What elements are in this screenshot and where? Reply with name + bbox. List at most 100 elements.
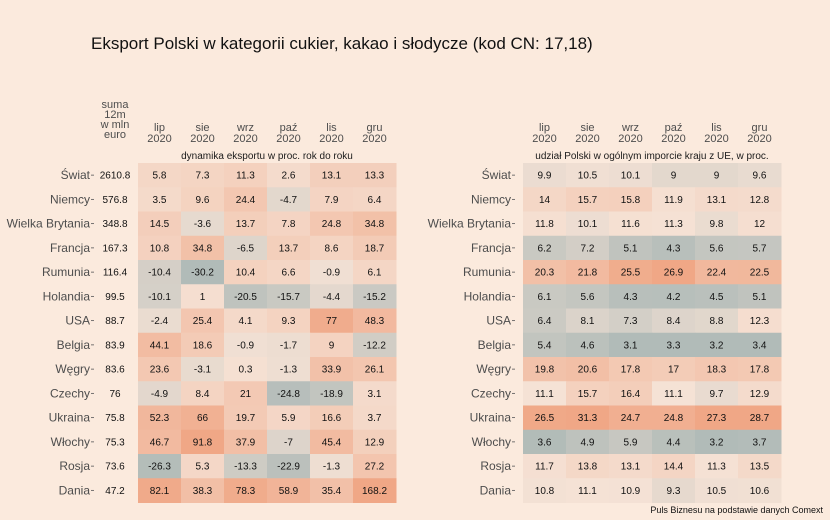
heat-cell — [695, 284, 739, 309]
heat-cell — [652, 332, 696, 358]
cell-value: 6.2 — [538, 243, 552, 254]
cell-value: -18.9 — [320, 389, 343, 400]
cell-value: 16.4 — [621, 389, 641, 400]
table-row: Holandia 99.5 -10.1 1 -20.5 -15.7 -4.4 -15.2 — [43, 284, 397, 309]
cell-value: 5.6 — [581, 292, 595, 303]
cell-value: 34.8 — [365, 219, 385, 230]
cell-value: 6.6 — [282, 268, 296, 279]
sum-value: 75.3 — [105, 437, 125, 448]
cell-value: -0.9 — [237, 340, 255, 351]
heat-cell — [224, 429, 268, 455]
cell-value: 17 — [668, 365, 680, 376]
column-header: 2020 — [661, 133, 685, 145]
table-row: Rumunia 116.4 -10.4 -30.2 10.4 6.6 -0.9 6.1 — [42, 260, 397, 285]
heat-cell — [523, 429, 567, 455]
cell-value: 4.6 — [581, 340, 595, 351]
cell-value: 15.8 — [621, 195, 641, 206]
cell-value: 13.7 — [236, 219, 256, 230]
heat-cell — [224, 405, 268, 431]
cell-value: 31.3 — [578, 413, 598, 424]
heat-cell — [138, 284, 182, 309]
column-header: 2020 — [618, 133, 642, 145]
heat-cell — [181, 405, 225, 431]
cell-value: -26.3 — [148, 462, 171, 473]
cell-value: 58.9 — [279, 486, 299, 497]
cell-value: 66 — [197, 413, 209, 424]
heat-cell — [695, 429, 739, 455]
heat-cell — [267, 332, 311, 358]
cell-value: 27.3 — [707, 413, 727, 424]
heat-cell — [695, 454, 739, 479]
heat-cell — [566, 308, 610, 334]
heat-cell — [523, 332, 567, 358]
heat-cell — [652, 211, 696, 237]
sum-value: 47.2 — [105, 486, 125, 497]
heat-cell — [353, 429, 397, 455]
table-subtitle: dynamika eksportu w proc. rok do roku — [181, 151, 353, 162]
heat-cell — [566, 454, 610, 479]
cell-value: 33.9 — [322, 365, 342, 376]
heat-cell — [267, 478, 311, 503]
heat-cell — [224, 357, 268, 382]
cell-value: -20.5 — [234, 292, 257, 303]
column-header: 2020 — [747, 133, 771, 145]
heat-cell — [609, 381, 653, 406]
heat-cell — [738, 163, 782, 188]
heat-cell — [609, 187, 653, 212]
column-header: 2020 — [319, 133, 343, 145]
heat-cell — [267, 211, 311, 237]
heat-cell — [566, 478, 610, 503]
cell-value: 45.4 — [322, 437, 342, 448]
cell-value: 8.8 — [710, 316, 724, 327]
heat-cell — [310, 454, 354, 479]
country-label: USA — [486, 314, 511, 328]
cell-value: 3.1 — [368, 389, 382, 400]
country-label: Czechy — [471, 386, 511, 400]
heat-cell — [181, 454, 225, 479]
cell-value: -15.2 — [363, 292, 386, 303]
heat-cell — [652, 478, 696, 503]
cell-value: 26.5 — [535, 413, 555, 424]
country-label: Węgry — [476, 362, 511, 376]
cell-value: 5.9 — [624, 437, 638, 448]
cell-value: 13.3 — [365, 171, 385, 182]
cell-value: 18.3 — [707, 365, 727, 376]
heat-cell — [310, 405, 354, 431]
heat-cell — [181, 332, 225, 358]
heat-cell — [310, 163, 354, 188]
cell-value: 4.1 — [239, 316, 253, 327]
cell-value: 10.5 — [707, 486, 727, 497]
column-header: lis — [711, 122, 722, 134]
cell-value: 21.8 — [578, 268, 598, 279]
cell-value: 3.4 — [753, 340, 767, 351]
heat-cell — [181, 211, 225, 237]
table-row: Holandia 6.1 5.6 4.3 4.2 4.5 5.1 — [464, 284, 782, 309]
cell-value: 6.1 — [538, 292, 552, 303]
heat-cell — [138, 332, 182, 358]
heat-cell — [652, 429, 696, 455]
heat-cell — [738, 478, 782, 503]
cell-value: 20.3 — [535, 268, 555, 279]
heat-cell — [566, 187, 610, 212]
cell-value: -22.9 — [277, 462, 300, 473]
heat-cell — [353, 163, 397, 188]
heat-cell — [609, 478, 653, 503]
cell-value: 91.8 — [193, 437, 213, 448]
country-label: Włochy — [472, 435, 511, 449]
heat-cell — [523, 478, 567, 503]
cell-value: -24.8 — [277, 389, 300, 400]
heat-cell — [138, 405, 182, 431]
cell-value: 11.3 — [664, 219, 683, 230]
heat-cell — [138, 429, 182, 455]
cell-value: 5.7 — [753, 243, 767, 254]
column-header: sie — [195, 122, 209, 134]
cell-value: 12.9 — [750, 389, 770, 400]
heat-cell — [353, 235, 397, 261]
heat-cell — [267, 284, 311, 309]
cell-value: 11.6 — [621, 219, 640, 230]
heat-cell — [224, 211, 268, 237]
heat-cell — [566, 235, 610, 261]
heat-cell — [181, 381, 225, 406]
cell-value: 3.2 — [710, 437, 724, 448]
country-label: Ukraina — [49, 411, 91, 425]
